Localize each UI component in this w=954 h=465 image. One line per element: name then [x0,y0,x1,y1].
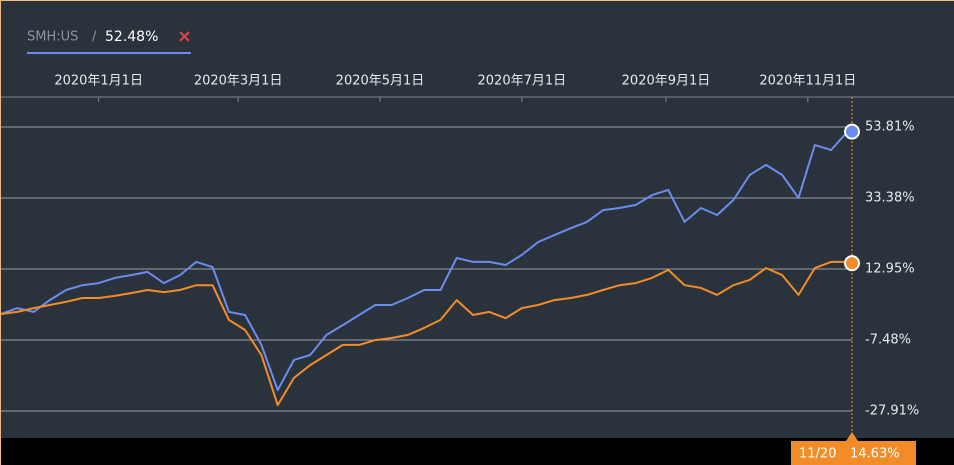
legend-value: 52.48% [105,29,158,45]
legend-name[interactable]: SMH:US [27,30,78,45]
series-line [1,260,853,407]
y-tick-label: -27.91% [865,403,919,418]
y-tick-label: 33.38% [865,190,915,205]
series-line [1,130,853,392]
x-tick-label: 2020年5月1日 [336,74,425,89]
x-tick-label: 2020年11月1日 [759,74,856,89]
y-tick-label: 53.81% [865,119,915,134]
legend-separator: / [92,30,97,45]
end-marker [844,123,860,140]
y-tick-label: 12.95% [865,261,915,276]
x-tick-label: 2020年7月1日 [478,74,567,89]
x-tick-label: 2020年3月1日 [194,74,283,89]
tooltip-box [791,441,916,465]
tooltip-value: 14.63% [850,447,900,462]
tooltip-pointer [846,432,858,441]
x-tick-label: 2020年9月1日 [622,74,711,89]
x-tick-label: 2020年1月1日 [54,74,143,89]
legend-remove[interactable] [179,31,190,42]
y-tick-label: -7.48% [865,332,911,347]
end-marker [844,255,860,272]
tooltip-date: 11/20 [799,447,836,462]
